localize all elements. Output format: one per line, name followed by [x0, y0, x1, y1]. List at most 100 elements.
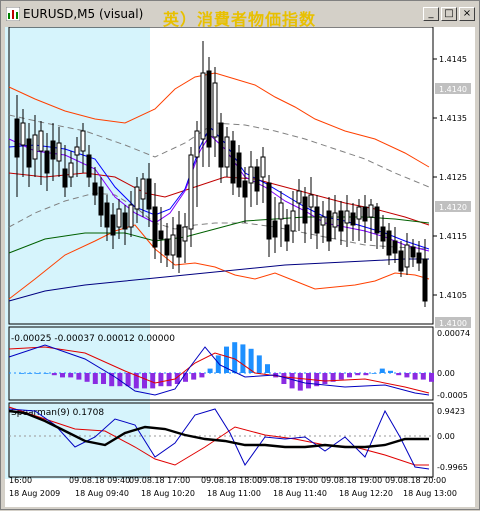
time-axis-top-label: 09.08.18 18:00 [201, 476, 262, 485]
candle-bear [104, 202, 110, 228]
macd-axis: 0.00074 0.00 -0.0005 [437, 329, 470, 400]
macd-histogram-bar [215, 355, 221, 373]
candle-bear [110, 214, 116, 236]
candle-bear [44, 150, 50, 174]
time-axis-bottom-label: 18 Aug 10:20 [141, 489, 195, 498]
macd-histogram-bar [117, 373, 123, 387]
macd-histogram-bar [232, 342, 238, 373]
candle-bear [338, 210, 344, 232]
maximize-button[interactable]: □ [441, 7, 457, 21]
candle-bull [332, 212, 338, 228]
spearman-axis: 0.9423 0.00 -0.9965 [437, 407, 468, 472]
time-axis-bottom-label: 18 Aug 11:00 [207, 489, 261, 498]
candle-bull [74, 146, 80, 156]
macd-histogram-bar [363, 373, 369, 376]
macd-axis-label: 0.00074 [437, 329, 470, 338]
price-badge-bg [435, 201, 471, 212]
chart-canvas[interactable]: 1.4145 1.4135 1.4125 1.4115 1.4105 1.4140 1.41… [5, 26, 475, 507]
candle-bear [350, 212, 356, 226]
macd-histogram-bar [125, 373, 131, 387]
price-badge: 1.4120 [439, 203, 467, 212]
macd-histogram-bar [158, 373, 164, 387]
candle-bull [32, 134, 38, 160]
candle-bear [386, 230, 392, 256]
macd-histogram-bar [314, 373, 320, 387]
candle-bear [92, 182, 98, 196]
minimize-button[interactable]: _ [423, 7, 439, 21]
candle-bear [374, 206, 380, 234]
candle-bull [38, 130, 44, 152]
candle-bear [122, 212, 128, 230]
price-label: 1.4145 [439, 55, 467, 64]
time-axis-bottom-label: 18 Aug 13:00 [403, 489, 457, 498]
candle-bear [146, 178, 152, 210]
chart-svg[interactable]: 1.4145 1.4135 1.4125 1.4115 1.4105 1.4140 1.41… [5, 26, 475, 507]
spearman-main-line [8, 409, 429, 449]
time-axis-top-label: 09.08.18 19:00 [257, 476, 318, 485]
price-label: 1.4105 [439, 291, 467, 300]
candle-bull [80, 130, 86, 152]
macd-histogram-bar [207, 368, 213, 373]
candle-bull [116, 208, 122, 228]
macd-histogram-bar [256, 355, 262, 373]
time-axis-bottom-label: 18 Aug 12:20 [339, 489, 393, 498]
macd-histogram-bar [35, 373, 41, 374]
ma-fast-purple-line [8, 134, 430, 252]
spearman-axis-label: -0.9965 [437, 463, 468, 472]
candle-bull [170, 234, 176, 256]
price-label: 1.4135 [439, 114, 467, 123]
macd-label: -0.00025 -0.00037 0.00012 0.00000 [11, 334, 175, 344]
macd-histogram-bar [396, 373, 402, 376]
macd-histogram-bar [388, 370, 393, 373]
candle-bull [140, 178, 146, 200]
candle-bear [98, 186, 104, 216]
window-title: EURUSD,M5 (visual) [23, 7, 144, 21]
macd-histogram-bar [84, 373, 90, 382]
macd-histogram-bar [248, 348, 254, 373]
history-highlight-band [5, 27, 150, 479]
macd-histogram-bar [43, 373, 49, 374]
macd-histogram-bar [265, 364, 270, 373]
price-badge: 1.4140 [439, 85, 467, 94]
candle-bull [368, 204, 374, 218]
candle-bear [26, 138, 32, 168]
macd-histogram-bar [412, 373, 418, 380]
event-title-overlay: 英）消費者物価指数 [163, 10, 317, 29]
bollinger-lower-line [8, 224, 430, 300]
price-label: 1.4115 [439, 232, 467, 241]
candle-bear [218, 122, 224, 168]
candle-bear [284, 224, 290, 242]
candle-bear [230, 140, 236, 184]
close-button[interactable]: × [459, 7, 475, 21]
macd-histogram-bar [289, 373, 295, 389]
title-bar[interactable]: EURUSD,M5 (visual) 英）消費者物価指数 _ □ × [3, 3, 477, 29]
candle-bear [62, 168, 68, 188]
macd-histogram-bar [420, 373, 426, 380]
candle-bear [362, 206, 368, 222]
candle-bull [308, 194, 314, 208]
macd-histogram-bar [379, 368, 385, 373]
candle-bull [224, 136, 230, 168]
macd-histogram-bar [191, 373, 197, 380]
macd-histogram-bar [224, 346, 229, 373]
chart-app-icon [6, 7, 20, 21]
macd-main-blue-line [8, 344, 430, 396]
macd-axis-label: -0.0005 [437, 391, 468, 400]
macd-histogram-bar [174, 373, 180, 384]
time-axis-top-label: 09.08.18 20:00 [385, 476, 446, 485]
candle-bull [182, 226, 188, 242]
candle-bear [416, 252, 422, 264]
candle-bull [278, 202, 284, 220]
candle-bear [380, 226, 386, 242]
candle-bull [68, 162, 74, 178]
candle-bull [296, 190, 302, 204]
ma-long-line [8, 258, 429, 302]
candle-bull [290, 210, 296, 232]
macd-histogram-bar [306, 373, 311, 389]
macd-histogram-bar [240, 344, 246, 373]
candle-bear [398, 250, 404, 272]
candle-bull [194, 130, 200, 158]
macd-histogram-bar [60, 373, 65, 378]
candle-bull [188, 154, 194, 230]
